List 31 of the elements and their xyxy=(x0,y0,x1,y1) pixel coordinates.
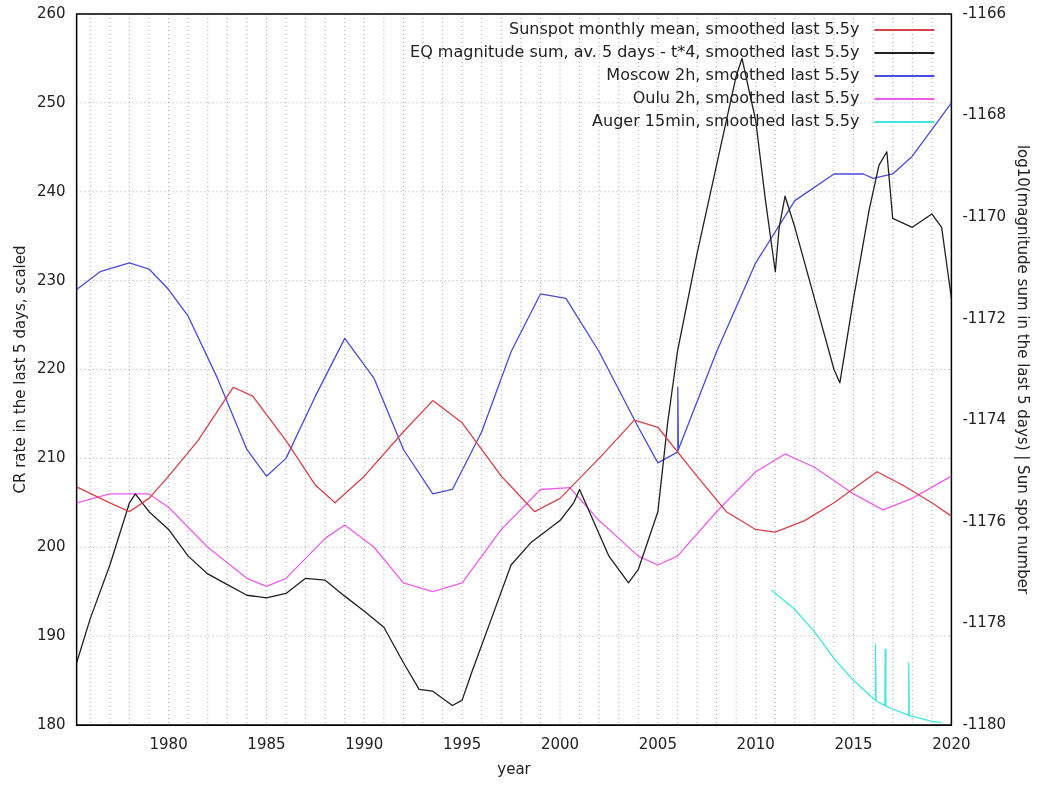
y2-tick-label: -1180 xyxy=(962,714,1007,733)
x-tick-label: 1990 xyxy=(345,734,384,753)
x-tick-label: 1985 xyxy=(247,734,286,753)
y2-tick-label: -1170 xyxy=(962,207,1007,226)
y-tick-label: 200 xyxy=(36,537,66,556)
x-tick-label: 2005 xyxy=(638,734,677,753)
y-tick-label: 240 xyxy=(36,181,66,200)
y-tick-label: 190 xyxy=(36,626,66,645)
y2-tick-label: -1172 xyxy=(962,308,1007,327)
y2-tick-label: -1166 xyxy=(962,3,1007,22)
x-tick-label: 2000 xyxy=(540,734,580,753)
x-tick-label: 2015 xyxy=(834,734,873,753)
legend-label: Sunspot monthly mean, smoothed last 5.5y xyxy=(508,19,860,39)
y-tick-label: 230 xyxy=(36,270,66,289)
y-tick-label: 250 xyxy=(36,92,66,111)
y2-tick-label: -1176 xyxy=(962,511,1007,530)
x-tick-label: 1995 xyxy=(443,734,482,753)
y-tick-label: 210 xyxy=(36,448,66,467)
y2-axis-title: log10(magnitude sum in the last 5 days) | Sun spot number xyxy=(1014,144,1033,595)
y-axis-title: CR rate in the last 5 days, scaled xyxy=(10,245,29,494)
y2-tick-label: -1168 xyxy=(962,105,1007,124)
y-tick-label: 220 xyxy=(36,359,66,378)
legend-label: EQ magnitude sum, av. 5 days - t*4, smoothed last 5.5y xyxy=(410,42,860,62)
x-tick-label: 2020 xyxy=(932,734,971,753)
y-tick-label: 260 xyxy=(36,3,66,22)
y2-tick-label: -1174 xyxy=(962,410,1007,429)
y-tick-label: 180 xyxy=(36,714,66,733)
x-axis-title: year xyxy=(497,759,532,778)
y2-tick-label: -1178 xyxy=(962,613,1007,632)
x-tick-label: 1980 xyxy=(149,734,188,753)
x-tick-label: 2010 xyxy=(736,734,775,753)
